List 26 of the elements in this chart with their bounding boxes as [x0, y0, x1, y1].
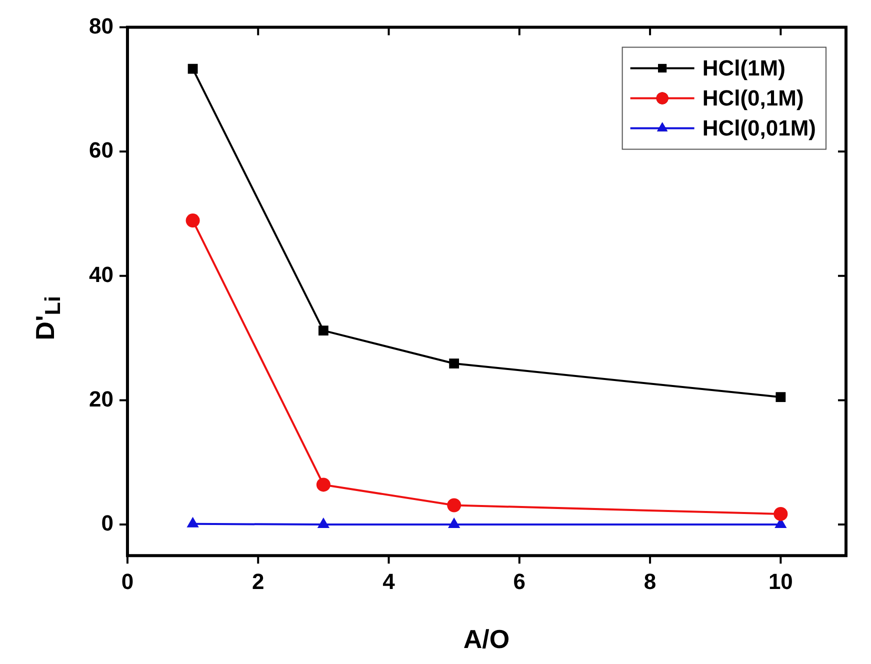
- x-tick-label: 0: [121, 568, 134, 594]
- point: [186, 214, 200, 228]
- point: [316, 478, 330, 492]
- x-tick-label: 4: [382, 568, 396, 594]
- point: [449, 358, 460, 368]
- point: [776, 392, 786, 402]
- point: [448, 518, 460, 528]
- x-tick-label: 10: [768, 568, 793, 594]
- y-tick-label: 80: [88, 13, 114, 38]
- point: [186, 516, 199, 528]
- point: [318, 326, 328, 336]
- legend-label: HCl(0,1M): [702, 85, 804, 110]
- x-tick-label: 8: [644, 568, 656, 594]
- point: [188, 64, 198, 74]
- x-tick-label: 6: [513, 568, 526, 594]
- y-tick-label: 20: [88, 386, 114, 412]
- y-tick-label: 40: [88, 262, 114, 287]
- y-tick-label: 60: [88, 138, 114, 163]
- legend-label: HCl(0,01M): [702, 115, 816, 140]
- x-tick-label: 2: [252, 568, 264, 594]
- point: [447, 498, 462, 512]
- legend-label: HCl(1M): [702, 55, 786, 80]
- y-tick-label: 0: [101, 510, 114, 536]
- x-axis-title: A/O: [462, 624, 511, 655]
- point: [317, 518, 330, 528]
- point: [774, 506, 788, 521]
